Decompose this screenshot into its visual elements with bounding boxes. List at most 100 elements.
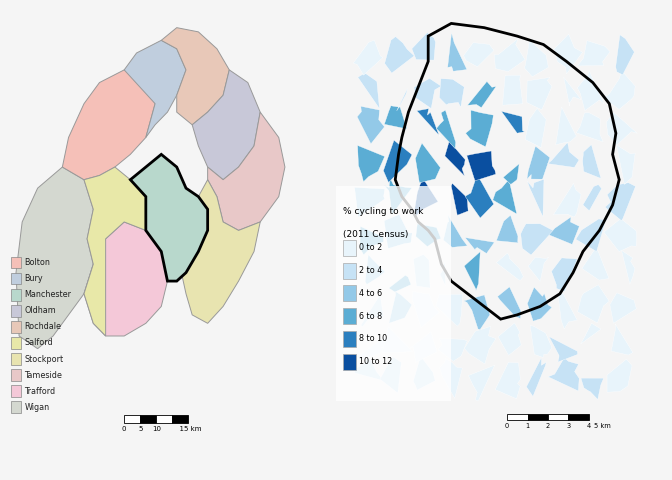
Polygon shape	[192, 70, 260, 180]
Polygon shape	[498, 323, 521, 355]
Bar	[11, 401, 21, 413]
Polygon shape	[177, 180, 260, 324]
Polygon shape	[465, 238, 495, 253]
Text: 8 to 10: 8 to 10	[359, 335, 387, 344]
Polygon shape	[554, 34, 583, 74]
Polygon shape	[84, 167, 146, 336]
Polygon shape	[413, 356, 435, 390]
Polygon shape	[384, 178, 412, 215]
Polygon shape	[84, 222, 167, 336]
Polygon shape	[464, 295, 490, 330]
Polygon shape	[161, 28, 229, 125]
Polygon shape	[494, 38, 525, 72]
Bar	[343, 240, 355, 256]
Bar	[124, 415, 140, 422]
Polygon shape	[607, 359, 632, 392]
Polygon shape	[527, 77, 552, 110]
Text: 2 to 4: 2 to 4	[359, 266, 382, 275]
Polygon shape	[622, 250, 635, 285]
Text: 2: 2	[546, 423, 550, 429]
Polygon shape	[497, 287, 521, 319]
Bar	[157, 415, 173, 422]
Polygon shape	[360, 226, 384, 255]
Polygon shape	[497, 253, 523, 280]
Polygon shape	[380, 357, 401, 393]
Text: 0: 0	[122, 426, 126, 432]
Polygon shape	[409, 332, 437, 362]
Text: 5: 5	[138, 426, 142, 432]
Polygon shape	[553, 183, 581, 217]
Text: 1: 1	[526, 423, 530, 429]
Polygon shape	[503, 164, 519, 184]
Polygon shape	[384, 36, 414, 73]
Polygon shape	[493, 179, 517, 214]
Polygon shape	[501, 111, 525, 133]
Polygon shape	[552, 258, 577, 291]
Polygon shape	[16, 167, 93, 348]
Polygon shape	[382, 327, 413, 353]
Text: 0 to 2: 0 to 2	[359, 243, 382, 252]
Polygon shape	[577, 285, 610, 323]
Polygon shape	[528, 257, 549, 282]
Polygon shape	[467, 151, 496, 181]
Bar	[11, 337, 21, 348]
Polygon shape	[503, 75, 523, 105]
Polygon shape	[495, 362, 520, 399]
Polygon shape	[497, 216, 519, 243]
Polygon shape	[464, 43, 494, 67]
Text: (2011 Census): (2011 Census)	[343, 230, 408, 240]
Polygon shape	[466, 110, 493, 147]
Polygon shape	[530, 325, 552, 358]
Polygon shape	[527, 146, 550, 180]
Text: Wigan: Wigan	[24, 403, 50, 412]
Polygon shape	[130, 155, 208, 281]
Polygon shape	[355, 187, 385, 217]
Polygon shape	[581, 323, 601, 344]
Text: Stockport: Stockport	[24, 355, 63, 363]
Polygon shape	[528, 179, 544, 217]
Text: 5 km: 5 km	[594, 423, 611, 429]
Polygon shape	[384, 140, 412, 182]
Text: 4 to 6: 4 to 6	[359, 289, 382, 298]
Bar	[507, 414, 528, 420]
Polygon shape	[524, 40, 548, 77]
Polygon shape	[436, 110, 456, 149]
Text: Tameside: Tameside	[24, 371, 62, 380]
Polygon shape	[62, 70, 155, 180]
Polygon shape	[464, 326, 496, 364]
Polygon shape	[556, 107, 577, 145]
FancyBboxPatch shape	[336, 186, 452, 401]
Polygon shape	[353, 40, 383, 75]
Polygon shape	[439, 359, 462, 398]
Polygon shape	[564, 77, 581, 106]
Polygon shape	[582, 249, 609, 280]
Polygon shape	[412, 291, 439, 328]
Polygon shape	[130, 155, 208, 281]
Polygon shape	[414, 78, 442, 108]
Polygon shape	[468, 82, 496, 108]
Polygon shape	[581, 378, 603, 399]
Bar	[11, 289, 21, 300]
Polygon shape	[464, 252, 480, 291]
Bar	[11, 273, 21, 285]
Bar	[343, 263, 355, 278]
Text: 15 km: 15 km	[175, 426, 202, 432]
Polygon shape	[605, 183, 636, 221]
Polygon shape	[445, 141, 465, 176]
Polygon shape	[558, 293, 577, 329]
Polygon shape	[354, 357, 384, 381]
Text: Oldham: Oldham	[24, 306, 56, 315]
Polygon shape	[521, 224, 553, 255]
Polygon shape	[616, 145, 635, 184]
Bar	[343, 308, 355, 324]
Polygon shape	[583, 185, 601, 211]
Text: 10: 10	[152, 426, 161, 432]
Polygon shape	[549, 217, 579, 244]
Polygon shape	[465, 177, 494, 218]
Text: Bolton: Bolton	[24, 258, 50, 267]
Polygon shape	[606, 112, 638, 145]
Text: Manchester: Manchester	[24, 290, 71, 300]
Polygon shape	[610, 293, 636, 324]
Polygon shape	[389, 291, 412, 323]
Polygon shape	[603, 218, 636, 252]
